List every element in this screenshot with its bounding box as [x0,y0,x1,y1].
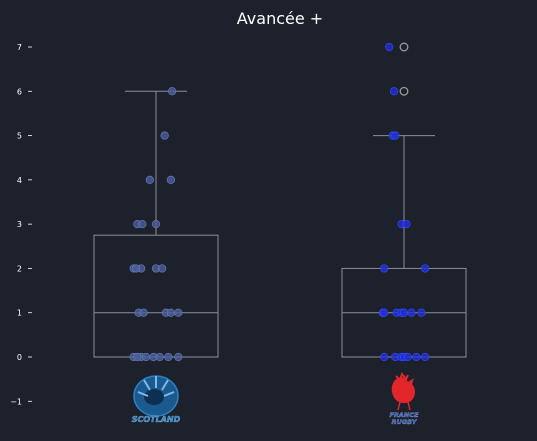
data-point [166,175,175,184]
rooster-legs-icon [397,401,411,411]
thistle-spikes-icon [137,376,175,397]
data-point [133,352,142,362]
data-point [160,131,169,140]
data-point [141,352,151,362]
scotland-logo: SCOTLAND [132,375,181,424]
chart-title: Avancée + [237,9,323,28]
data-point [164,352,173,362]
data-point [158,264,167,273]
data-point [389,87,399,96]
data-point [385,42,394,52]
y-tick-label: 5 [17,132,22,141]
rooster-icon [391,377,415,403]
data-point [380,264,389,273]
data-point [420,264,430,273]
france-logo: FRANCE RUGBY [389,371,419,426]
box-rect [93,234,219,358]
thistle-head-icon [144,389,164,405]
data-point [412,352,421,362]
scotland-logo-text: SCOTLAND [132,415,181,424]
data-point [407,308,416,317]
y-axis: −1 0 1 2 3 4 5 6 7 [10,43,32,406]
data-point [174,352,183,362]
data-point [151,220,161,229]
data-point [391,131,400,140]
y-tick-label: 1 [17,309,22,318]
y-tick-label: −1 [10,397,22,406]
y-tick-label: 3 [17,220,22,229]
data-point [166,308,175,317]
y-tick-label: 4 [17,176,22,185]
data-point [138,220,147,229]
data-point [174,308,183,317]
y-tick-label: 2 [17,264,22,273]
outlier-point [399,42,409,52]
data-point [420,352,430,362]
data-point [380,352,389,362]
france-logo-text-bottom: RUGBY [392,418,418,426]
data-point [402,220,411,229]
point-group [129,42,430,362]
data-point [139,308,148,317]
data-point [403,352,412,362]
data-point [417,308,426,317]
y-tick-label: 0 [17,353,22,362]
y-tick-label: 7 [17,43,22,52]
data-point [380,308,389,317]
data-point [155,352,164,362]
data-point [145,175,154,184]
data-point [399,308,409,317]
data-point [168,87,177,96]
outlier-point [399,86,409,96]
france-logo-text-top: FRANCE [389,411,419,419]
y-tick-label: 6 [17,87,22,96]
rooster-comb-icon [395,371,409,382]
data-point [132,264,141,273]
